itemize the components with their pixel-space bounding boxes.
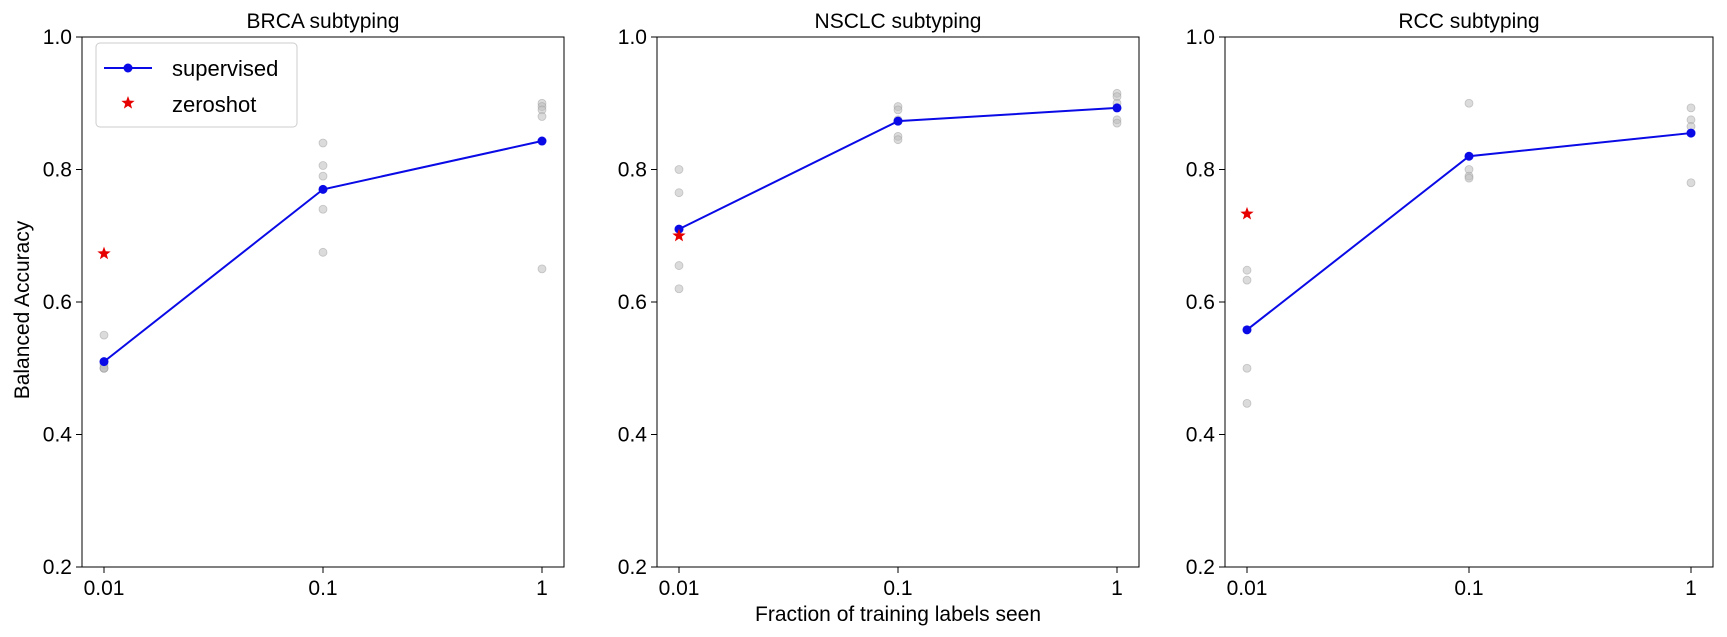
panel-marks: 0.2 0.4 0.6 0.8 1.0 0.01 0.1 1 [43, 26, 548, 600]
legend-zeroshot-label: zeroshot [172, 92, 256, 117]
supervised-point [893, 116, 903, 126]
x-tick-label: 0.1 [883, 577, 912, 600]
y-tick-label: 0.8 [1186, 159, 1215, 182]
trial-point [1686, 103, 1696, 113]
trial-point [893, 135, 903, 145]
trial-point [318, 204, 328, 214]
trial-point [99, 330, 109, 340]
y-tick-label: 1.0 [43, 26, 72, 49]
trial-point [318, 171, 328, 181]
x-tick-label: 1 [536, 577, 548, 600]
supervised-point [1686, 128, 1696, 138]
x-tick-label: 0.01 [659, 577, 700, 600]
x-tick-label: 0.1 [1454, 577, 1483, 600]
trial-point [1464, 173, 1474, 183]
y-axis-label: Balanced Accuracy [11, 220, 34, 399]
supervised-line [678, 106, 1118, 231]
panel-nsclc: NSCLC subtyping 0.2 0.4 0.6 0.8 1.0 0.01 0.1 1 [618, 10, 1140, 600]
y-tick-label: 1.0 [618, 26, 647, 49]
trial-point [318, 247, 328, 257]
plot-frame [81, 36, 565, 568]
legend: supervised zeroshot [95, 42, 298, 128]
trial-point [318, 161, 328, 170]
y-tick-label: 1.0 [1186, 26, 1215, 49]
supervised-point [318, 184, 328, 194]
y-tick-label: 0.8 [618, 159, 647, 182]
y-tick-label: 0.6 [1186, 291, 1215, 314]
trial-point [1242, 363, 1252, 373]
x-tick-label: 1 [1685, 577, 1697, 600]
panel-brca: BRCA subtyping 0.2 0.4 0.6 0.8 1.0 0.01 0.1 1 [43, 10, 565, 600]
zeroshot-star [1240, 206, 1254, 220]
legend-supervised-label: supervised [172, 56, 278, 81]
x-axis-label: Fraction of training labels seen [755, 603, 1041, 626]
y-tick-label: 0.6 [43, 291, 72, 314]
trial-point [674, 284, 684, 294]
panel-marks: 0.2 0.4 0.6 0.8 1.0 0.01 0.1 1 [1186, 26, 1697, 600]
panel-rcc: RCC subtyping 0.2 0.4 0.6 0.8 1.0 0.01 0.1 1 [1186, 10, 1714, 600]
y-tick-label: 0.4 [43, 424, 73, 447]
legend-zeroshot-star-icon [121, 96, 135, 109]
panel-title: RCC subtyping [1398, 10, 1539, 33]
x-tick-label: 0.1 [308, 577, 337, 600]
x-tick-label: 0.01 [1227, 577, 1268, 600]
y-tick-label: 0.2 [1186, 556, 1215, 579]
trial-point [537, 112, 547, 121]
zeroshot-star [672, 228, 686, 242]
x-tick-label: 1 [1111, 577, 1123, 600]
trial-point [674, 188, 684, 198]
x-tick-label: 0.01 [84, 577, 125, 600]
trial-point [1242, 265, 1252, 275]
supervised-point [1112, 103, 1122, 113]
legend-box [95, 42, 298, 128]
y-tick-label: 0.4 [1186, 424, 1216, 447]
panel-marks: 0.2 0.4 0.6 0.8 1.0 0.01 0.1 1 [618, 26, 1123, 600]
supervised-point [1242, 325, 1252, 335]
trial-point [1464, 98, 1474, 108]
y-tick-label: 0.4 [618, 424, 648, 447]
trial-point [537, 264, 547, 274]
trial-point [674, 261, 684, 270]
trial-point [1242, 275, 1252, 285]
plot-frame [1224, 36, 1714, 568]
zeroshot-star [97, 246, 111, 260]
y-tick-label: 0.8 [43, 159, 72, 182]
panel-title: BRCA subtyping [247, 10, 400, 33]
supervised-point [1464, 151, 1474, 161]
y-tick-label: 0.2 [43, 556, 72, 579]
plot-frame [656, 36, 1140, 568]
trial-point [318, 138, 328, 148]
panel-title: NSCLC subtyping [815, 10, 982, 33]
y-tick-label: 0.2 [618, 556, 647, 579]
y-tick-label: 0.6 [618, 291, 647, 314]
trial-point [1686, 178, 1696, 188]
trial-point [674, 165, 684, 174]
trial-point [1242, 398, 1252, 408]
supervised-line [1246, 132, 1692, 331]
supervised-point [537, 136, 547, 146]
supervised-point [99, 357, 109, 367]
trial-point [1112, 118, 1122, 128]
trial-point [893, 105, 903, 115]
legend-supervised-marker [123, 63, 133, 73]
